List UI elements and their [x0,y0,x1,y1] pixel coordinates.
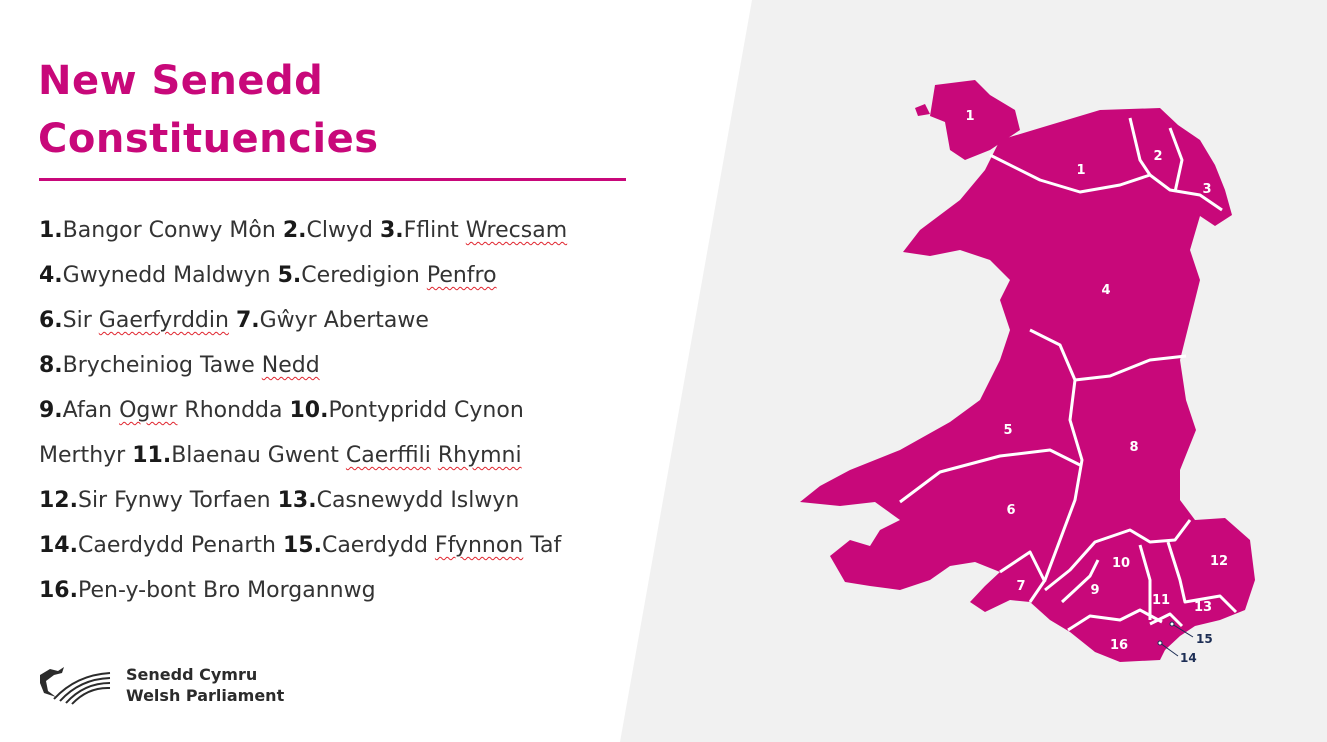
map-label-13: 13 [1194,600,1212,615]
map-label-5: 5 [1003,423,1012,438]
constituency-name: Fflint [403,218,466,243]
constituency-name: Pen-y-bont Bro Morgannwg [77,578,376,603]
constituency-name: Gaerfyrddin [98,308,229,333]
logo-line-2: Welsh Parliament [126,686,285,705]
callout-label-14: 14 [1180,651,1197,665]
map-label-7: 7 [1016,579,1025,594]
title-divider [39,178,626,181]
constituency-name: Casnewydd Islwyn [316,488,520,513]
callout-label-15: 15 [1196,632,1213,646]
list-line: 8.Brycheiniog Tawe Nedd [39,347,567,392]
map-label-9: 9 [1090,583,1099,598]
map-label-16: 16 [1110,638,1128,653]
anglesey-shape [915,80,1020,160]
constituency-name: Ceredigion [301,263,427,288]
constituency-number: 2. [282,218,307,243]
title-line-2: Constituencies [38,116,379,162]
list-line: 6.Sir Gaerfyrddin 7.Gŵyr Abertawe [39,302,567,347]
list-line: 9.Afan Ogwr Rhondda 10.Pontypridd Cynon [39,392,567,437]
callout-marker-15 [1169,621,1175,627]
list-line: 1.Bangor Conwy Môn 2.Clwyd 3.Fflint Wrec… [39,212,567,257]
constituency-name: Wrecsam [465,218,568,243]
constituency-list: 1.Bangor Conwy Môn 2.Clwyd 3.Fflint Wrec… [39,212,567,617]
list-line: 14.Caerdydd Penarth 15.Caerdydd Ffynnon … [39,527,567,572]
wales-constituency-map: 1 1 2 3 4 5 6 7 8 9 10 11 12 13 16 15 14 [800,80,1255,665]
constituency-number: 14. [39,533,78,558]
constituency-name: Ogwr [119,398,178,423]
map-label-8: 8 [1129,440,1138,455]
constituency-name: Blaenau Gwent [171,443,346,468]
constituency-number: 9. [39,398,63,423]
map-label-2: 2 [1153,149,1162,164]
constituency-number: 6. [39,308,63,333]
constituency-name: Rhymni [437,443,522,468]
constituency-name: Afan [62,398,120,423]
constituency-name [229,308,236,333]
map-label-3: 3 [1202,182,1211,197]
constituency-name: Gwynedd Maldwyn [62,263,278,288]
constituency-number: 4. [39,263,63,288]
constituency-name: Sir Fynwy Torfaen [77,488,278,513]
constituency-number: 11. [132,443,172,468]
map-label-6: 6 [1006,503,1015,518]
constituency-number: 5. [277,263,302,288]
map-label-10: 10 [1112,556,1130,571]
constituency-number: 8. [39,353,63,378]
constituency-number: 3. [379,218,404,243]
wales-mainland-shape [800,108,1255,662]
constituency-borders [899,117,1238,632]
title-line-1: New Senedd [38,58,324,104]
constituency-name: Caerdydd [321,533,435,558]
constituency-name: Gŵyr Abertawe [259,308,429,333]
list-line: Merthyr 11.Blaenau Gwent Caerffili Rhymn… [39,437,567,482]
constituency-name: Ffynnon [434,533,524,558]
constituency-number: 7. [235,308,260,333]
constituency-number: 13. [277,488,317,513]
dragon-waves-icon [40,667,111,705]
callout-marker-14 [1157,640,1163,646]
constituency-number: 1. [39,218,63,243]
constituency-number: 15. [282,533,322,558]
constituency-name: Penfro [426,263,497,288]
map-label-1-anglesey: 1 [965,109,974,124]
constituency-name: Taf [523,533,562,558]
map-label-11: 11 [1152,593,1170,608]
map-label-1: 1 [1076,163,1085,178]
constituency-name: Caerffili [345,443,431,468]
list-line: 12.Sir Fynwy Torfaen 13.Casnewydd Islwyn [39,482,567,527]
constituency-number: 10. [289,398,329,423]
constituency-name: Rhondda [177,398,290,423]
constituency-name: Sir [62,308,99,333]
constituency-number: 12. [39,488,78,513]
constituency-name: Pontypridd Cynon [328,398,524,423]
constituency-name: Nedd [261,353,320,378]
map-label-12: 12 [1210,554,1228,569]
constituency-name: Merthyr [39,443,133,468]
logo-line-1: Senedd Cymru [126,665,258,684]
constituency-name: Bangor Conwy Môn [62,218,283,243]
constituency-name: Caerdydd Penarth [77,533,283,558]
constituency-name [431,443,438,468]
constituency-name: Brycheiniog Tawe [62,353,262,378]
list-line: 4.Gwynedd Maldwyn 5.Ceredigion Penfro [39,257,567,302]
page-title: New Senedd Constituencies [38,52,379,168]
map-label-4: 4 [1101,283,1110,298]
list-line: 16.Pen-y-bont Bro Morgannwg [39,572,567,617]
senedd-logo: Senedd Cymru Welsh Parliament [36,664,284,706]
constituency-number: 16. [39,578,78,603]
constituency-name: Clwyd [306,218,380,243]
